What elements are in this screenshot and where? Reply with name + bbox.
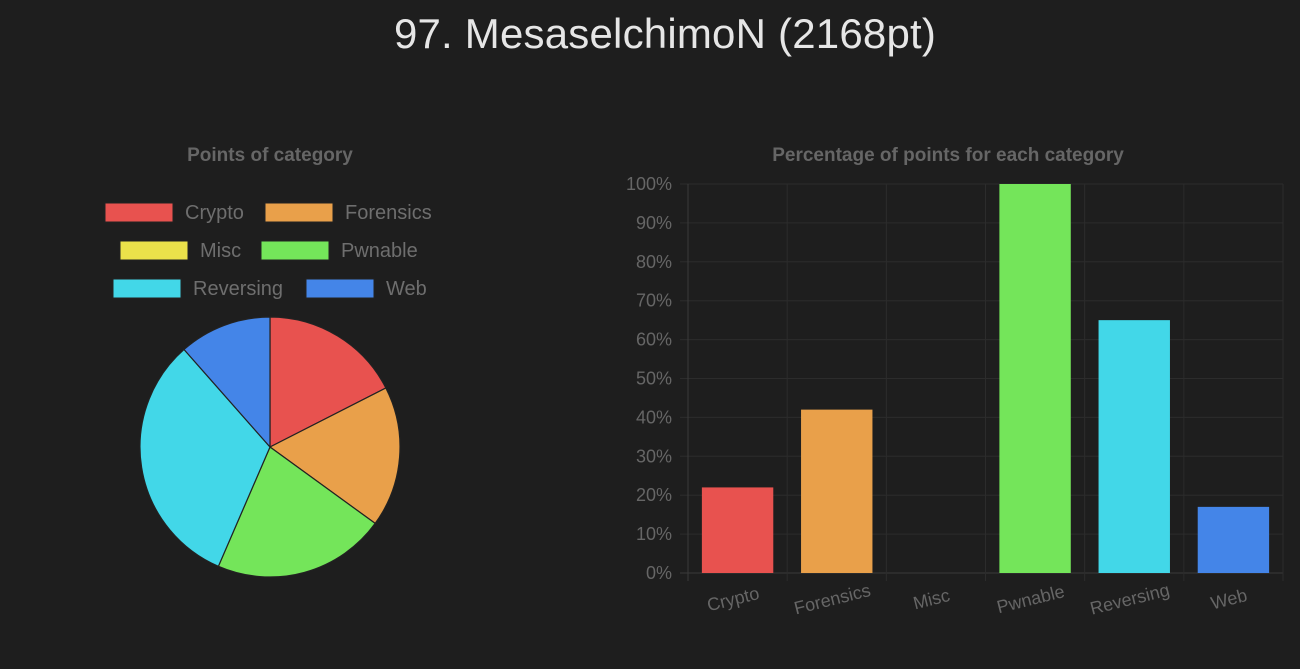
legend-label-crypto: Crypto: [185, 202, 244, 224]
pie-chart: Points of category Crypto Forensics Misc Pw…: [104, 145, 432, 578]
pie-slice-reversing[interactable]: [139, 348, 271, 568]
pie-legend: Crypto Forensics Misc Pwnable Reversing Web: [104, 202, 432, 300]
legend-item-pwnable[interactable]: Pwnable: [260, 240, 418, 262]
legend-swatch-reversing: [112, 278, 182, 299]
y-tick-label: 20%: [636, 485, 672, 505]
x-tick-label-forensics: Forensics: [792, 580, 873, 618]
bar-crypto[interactable]: [701, 487, 774, 573]
legend-swatch-web: [305, 278, 375, 299]
legend-label-reversing: Reversing: [193, 278, 283, 300]
x-tick-label-web: Web: [1209, 585, 1249, 613]
y-tick-label: 10%: [636, 524, 672, 544]
legend-item-web[interactable]: Web: [305, 278, 427, 300]
bar-forensics[interactable]: [801, 409, 873, 573]
bar-grid: [680, 183, 1284, 581]
legend-label-pwnable: Pwnable: [341, 240, 418, 262]
legend-swatch-pwnable: [260, 240, 330, 261]
y-tick-label: 90%: [636, 213, 672, 233]
x-tick-label-crypto: Crypto: [705, 583, 761, 615]
bar-series: [701, 184, 1270, 573]
pie-slice-pwnable[interactable]: [217, 446, 377, 578]
y-tick-label: 40%: [636, 407, 672, 427]
legend-label-misc: Misc: [200, 240, 241, 262]
x-tick-label-misc: Misc: [911, 585, 952, 613]
y-tick-label: 100%: [626, 174, 672, 194]
legend-item-crypto[interactable]: Crypto: [104, 202, 244, 224]
x-tick-label-pwnable: Pwnable: [995, 581, 1067, 617]
y-tick-label: 0%: [646, 563, 672, 583]
x-tick-label-reversing: Reversing: [1088, 580, 1171, 619]
pie-chart-title: Points of category: [187, 145, 353, 166]
pie-slice-crypto[interactable]: [269, 316, 387, 448]
legend-item-forensics[interactable]: Forensics: [264, 202, 432, 224]
y-tick-label: 60%: [636, 330, 672, 350]
bar-chart-title: Percentage of points for each category: [772, 145, 1124, 166]
legend-label-web: Web: [386, 278, 427, 300]
y-tick-label: 70%: [636, 291, 672, 311]
pie-slice-forensics[interactable]: [268, 387, 401, 525]
page-title: 97. MesaselchimoN (2168pt): [393, 10, 937, 57]
y-tick-label: 50%: [636, 369, 672, 389]
bar-y-axis: 0% 10% 20% 30% 40% 50% 60% 70% 80% 90% 100%: [626, 174, 672, 583]
pie-slice-web[interactable]: [183, 316, 271, 449]
bar-pwnable[interactable]: [999, 184, 1071, 573]
legend-swatch-crypto: [104, 202, 174, 223]
pie-slices: [139, 316, 401, 578]
legend-swatch-misc: [119, 240, 189, 261]
bar-chart: Percentage of points for each category 0…: [626, 145, 1284, 619]
bar-web[interactable]: [1197, 506, 1270, 573]
legend-item-reversing[interactable]: Reversing: [112, 278, 283, 300]
bar-x-axis: Crypto Forensics Misc Pwnable Reversing Web: [705, 580, 1249, 619]
legend-swatch-forensics: [264, 202, 334, 223]
legend-item-misc[interactable]: Misc: [119, 240, 241, 262]
legend-label-forensics: Forensics: [345, 202, 432, 224]
y-tick-label: 30%: [636, 446, 672, 466]
y-tick-label: 80%: [636, 252, 672, 272]
bar-reversing[interactable]: [1098, 320, 1170, 573]
